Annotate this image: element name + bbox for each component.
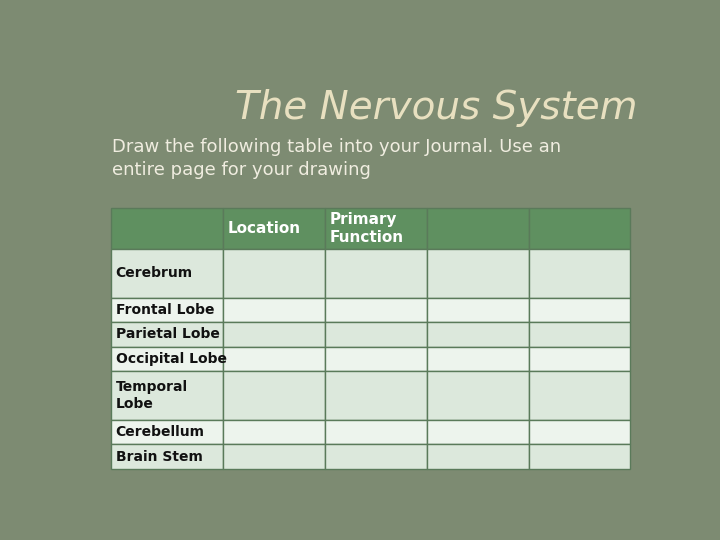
Bar [427,298,529,322]
Bar [111,322,222,347]
Bar [529,444,630,469]
Bar [222,322,325,347]
Bar [222,371,325,420]
Bar [111,371,222,420]
Bar [529,347,630,371]
Text: Frontal Lobe: Frontal Lobe [116,303,214,317]
Bar [325,444,427,469]
Bar [325,322,427,347]
Bar [325,371,427,420]
Bar [325,347,427,371]
Bar [111,347,222,371]
Bar [325,248,427,298]
Bar [529,322,630,347]
Text: Draw the following table into your Journal. Use an
entire page for your drawing: Draw the following table into your Journ… [112,138,562,179]
Bar [111,208,222,248]
Bar [222,248,325,298]
Text: The Nervous System: The Nervous System [235,90,637,127]
Bar [325,208,427,248]
Bar [427,322,529,347]
Bar [529,248,630,298]
Bar [325,298,427,322]
Text: Cerebrum: Cerebrum [116,266,193,280]
Bar [529,208,630,248]
Bar [222,298,325,322]
Bar [427,208,529,248]
Text: Occipital Lobe: Occipital Lobe [116,352,227,366]
Bar [427,248,529,298]
Text: Location: Location [228,221,300,236]
Bar [427,444,529,469]
Text: Brain Stem: Brain Stem [116,450,202,464]
Text: Cerebellum: Cerebellum [116,425,204,439]
Bar [222,420,325,444]
Bar [111,298,222,322]
Bar [222,347,325,371]
Text: Primary
Function: Primary Function [330,212,404,245]
Bar [111,420,222,444]
Bar [427,347,529,371]
Bar [529,298,630,322]
Bar [529,420,630,444]
Text: Temporal
Lobe: Temporal Lobe [116,380,188,410]
Bar [222,208,325,248]
Bar [222,444,325,469]
Bar [529,371,630,420]
Bar [111,248,222,298]
Bar [427,371,529,420]
Text: Parietal Lobe: Parietal Lobe [116,327,220,341]
Bar [111,444,222,469]
Bar [325,420,427,444]
Bar [427,420,529,444]
